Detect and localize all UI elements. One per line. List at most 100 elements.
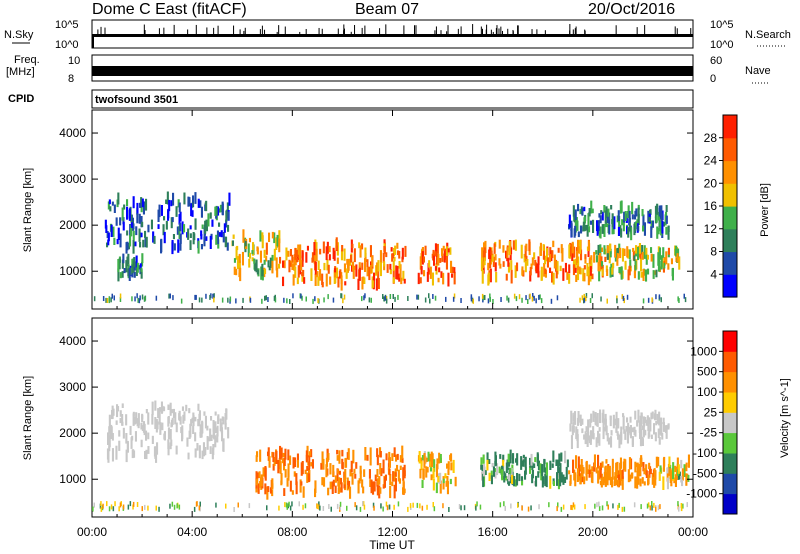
nsky-spike [244,27,246,34]
data-cell [404,245,407,257]
low-range-cell [475,505,477,511]
data-cell [609,476,612,486]
data-cell [507,453,510,463]
data-cell [646,254,649,260]
data-cell [641,251,644,260]
data-cell [141,261,144,267]
data-cell [654,205,657,219]
data-cell [204,415,207,429]
freq-tick-max: 10 [68,55,80,67]
low-range-cell [453,293,456,299]
data-cell [379,487,382,494]
low-range-cell [111,293,113,299]
data-cell [355,264,358,277]
data-cell [224,413,227,425]
data-cell [156,421,159,430]
data-cell [271,254,274,261]
data-cell [637,213,640,226]
data-cell [632,247,635,252]
colorbar-swatch [723,432,737,454]
data-cell [140,439,143,448]
data-cell [130,225,133,237]
data-cell [579,422,582,426]
data-cell [372,481,375,495]
x-tick-label: 12:00 [377,525,407,539]
data-cell [441,253,444,262]
low-range-cell [119,502,122,508]
freq-unit-label: [MHz] [6,66,35,78]
data-cell [637,204,640,210]
data-cell [604,418,607,432]
low-range-cell [458,504,461,509]
data-cell [377,478,380,485]
data-cell [582,467,585,474]
data-cell [373,272,376,281]
data-cell [585,460,588,472]
data-cell [338,477,341,489]
cpid-value: twofsound 3501 [95,94,178,106]
data-cell [667,263,670,270]
data-cell [498,466,501,474]
data-cell [587,266,590,277]
data-cell [488,459,491,464]
data-cell [605,265,608,273]
data-cell [613,216,616,230]
data-cell [670,258,673,265]
velocity-data [92,400,690,512]
data-cell [559,463,562,475]
nsky-spike [364,25,366,34]
data-cell [539,242,542,256]
data-cell [665,226,668,235]
nsky-start-spike [92,34,94,48]
low-range-cell [416,294,418,300]
data-cell [171,241,174,255]
low-range-cell [198,505,201,511]
data-cell [427,263,430,273]
data-cell [660,422,663,436]
data-cell [426,466,429,473]
low-range-cell [489,293,491,299]
data-cell [157,224,160,229]
data-cell [160,239,163,254]
data-cell [373,481,376,492]
data-cell [481,269,484,284]
data-cell [346,258,349,265]
data-cell [572,459,575,473]
low-range-cell [284,502,286,508]
data-cell [617,479,620,488]
data-cell [421,455,424,461]
data-cell [643,481,646,486]
data-cell [552,481,555,486]
data-cell [259,449,262,462]
data-cell [483,250,486,265]
data-cell [676,253,679,263]
data-cell [189,240,192,250]
data-cell [281,458,284,464]
colorbar-tick-label: -25 [700,426,718,440]
data-cell [282,452,285,458]
data-cell [610,205,613,210]
data-cell [579,208,582,215]
data-cell [662,221,665,227]
data-cell [347,448,350,460]
data-cell [358,478,361,484]
data-cell [168,199,171,212]
data-cell [597,220,600,234]
data-cell [557,459,560,473]
data-cell [645,254,648,265]
data-cell [167,416,170,424]
low-range-cell [227,297,229,303]
low-range-cell [195,294,197,300]
low-range-cell [176,503,178,509]
data-cell [260,266,263,280]
station-title: Dome C East (fitACF) [92,1,247,18]
data-cell [199,200,202,208]
data-cell [178,214,181,225]
data-cell [623,429,626,434]
data-cell [194,416,197,422]
low-range-cell [419,503,421,509]
data-cell [657,456,660,467]
low-range-cell [655,294,657,300]
data-cell [627,269,630,281]
